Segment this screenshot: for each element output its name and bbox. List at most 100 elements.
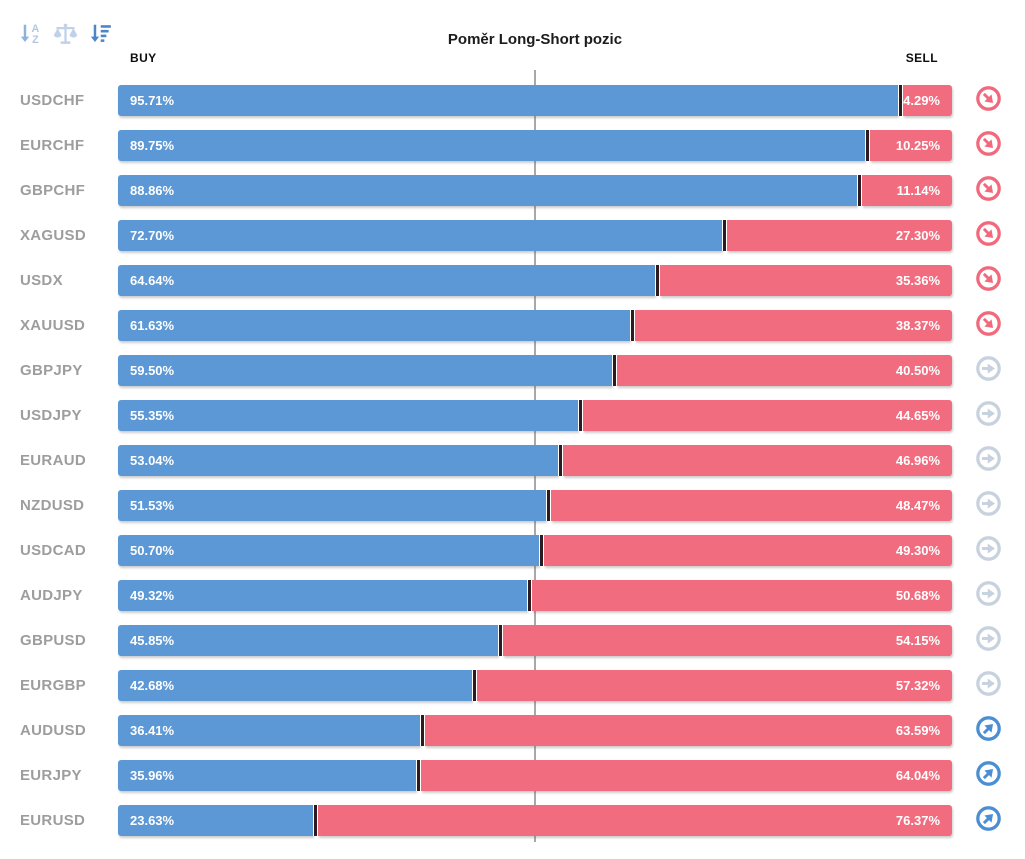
trend-icon-button[interactable] [952, 310, 1025, 342]
sort-alphabetical-icon: A Z [17, 20, 44, 50]
trend-icon-button[interactable] [952, 715, 1025, 747]
trend-icon-button[interactable] [952, 355, 1025, 387]
sell-bar-segment: 44.65% [582, 400, 952, 431]
ratio-bar[interactable]: 95.71% 4.29% [118, 85, 952, 116]
sort-amount-icon [87, 20, 114, 50]
table-row: USDJPY 55.35% 44.65% [0, 393, 1025, 438]
sell-percent-label: 46.96% [895, 453, 940, 468]
trend-up-icon [975, 760, 1002, 792]
ratio-bar[interactable]: 64.64% 35.36% [118, 265, 952, 296]
table-row: AUDUSD 36.41% 63.59% [0, 708, 1025, 753]
bar-divider [419, 715, 425, 746]
ratio-bar[interactable]: 45.85% 54.15% [118, 625, 952, 656]
ratio-bar[interactable]: 42.68% 57.32% [118, 670, 952, 701]
buy-percent-label: 53.04% [130, 453, 175, 468]
trend-down-icon [975, 310, 1002, 342]
trend-up-icon [975, 805, 1002, 837]
bar-divider [655, 265, 661, 296]
trend-icon-button[interactable] [952, 625, 1025, 657]
pair-label: USDX [20, 272, 63, 289]
buy-bar-segment: 72.70% [118, 220, 723, 251]
ratio-bar[interactable]: 72.70% 27.30% [118, 220, 952, 251]
trend-icon-button[interactable] [952, 670, 1025, 702]
pair-label: EURCHF [20, 137, 85, 154]
ratio-bar[interactable]: 35.96% 64.04% [118, 760, 952, 791]
sell-percent-label: 57.32% [895, 678, 940, 693]
bar-divider [558, 445, 564, 476]
trend-icon-button[interactable] [952, 490, 1025, 522]
pair-label: NZDUSD [20, 497, 85, 514]
ratio-bar[interactable]: 59.50% 40.50% [118, 355, 952, 386]
balance-sort-button[interactable] [51, 22, 79, 48]
sort-amount-button[interactable] [86, 22, 114, 48]
trend-icon-button[interactable] [952, 760, 1025, 792]
trend-up-icon [975, 715, 1002, 747]
trend-flat-icon [975, 670, 1002, 702]
buy-percent-label: 95.71% [130, 93, 175, 108]
pair-label: USDCHF [20, 92, 85, 109]
trend-icon-button[interactable] [952, 535, 1025, 567]
bar-divider [898, 85, 904, 116]
sort-alphabetical-button[interactable]: A Z [16, 22, 44, 48]
table-row: NZDUSD 51.53% 48.47% [0, 483, 1025, 528]
pair-label: GBPJPY [20, 362, 83, 379]
sell-percent-label: 4.29% [903, 93, 940, 108]
balance-scale-icon [52, 20, 79, 50]
svg-text:A: A [31, 23, 39, 35]
buy-bar-segment: 89.75% [118, 130, 865, 161]
trend-down-icon [975, 175, 1002, 207]
buy-bar-segment: 61.63% [118, 310, 630, 341]
trend-flat-icon [975, 535, 1002, 567]
svg-text:Z: Z [32, 34, 39, 46]
sell-percent-label: 76.37% [895, 813, 940, 828]
trend-icon-button[interactable] [952, 400, 1025, 432]
buy-bar-segment: 50.70% [118, 535, 539, 566]
trend-icon-button[interactable] [952, 220, 1025, 252]
trend-icon-button[interactable] [952, 580, 1025, 612]
pair-label: EURJPY [20, 767, 82, 784]
ratio-bar[interactable]: 61.63% 38.37% [118, 310, 952, 341]
sell-bar-segment: 46.96% [563, 445, 952, 476]
trend-flat-icon [975, 355, 1002, 387]
ratio-bar[interactable]: 23.63% 76.37% [118, 805, 952, 836]
pair-label: AUDJPY [20, 587, 83, 604]
sell-bar-segment: 57.32% [476, 670, 952, 701]
trend-icon-button[interactable] [952, 130, 1025, 162]
buy-bar-segment: 36.41% [118, 715, 420, 746]
bar-divider [471, 670, 477, 701]
trend-flat-icon [975, 400, 1002, 432]
ratio-bar[interactable]: 49.32% 50.68% [118, 580, 952, 611]
trend-icon-button[interactable] [952, 265, 1025, 297]
table-row: GBPJPY 59.50% 40.50% [0, 348, 1025, 393]
table-row: EURUSD 23.63% 76.37% [0, 798, 1025, 843]
table-row: EURAUD 53.04% 46.96% [0, 438, 1025, 483]
buy-percent-label: 88.86% [130, 183, 175, 198]
trend-flat-icon [975, 625, 1002, 657]
buy-percent-label: 61.63% [130, 318, 175, 333]
trend-icon-button[interactable] [952, 85, 1025, 117]
ratio-bar[interactable]: 88.86% 11.14% [118, 175, 952, 206]
bar-divider [313, 805, 319, 836]
trend-icon-button[interactable] [952, 445, 1025, 477]
bar-divider [545, 490, 551, 521]
ratio-bar[interactable]: 89.75% 10.25% [118, 130, 952, 161]
sell-percent-label: 49.30% [895, 543, 940, 558]
buy-bar-segment: 51.53% [118, 490, 546, 521]
bar-divider [629, 310, 635, 341]
buy-bar-segment: 55.35% [118, 400, 578, 431]
pair-label: EURAUD [20, 452, 86, 469]
sell-percent-label: 64.04% [895, 768, 940, 783]
buy-percent-label: 50.70% [130, 543, 175, 558]
ratio-bar[interactable]: 51.53% 48.47% [118, 490, 952, 521]
sell-percent-label: 50.68% [895, 588, 940, 603]
ratio-bar[interactable]: 55.35% 44.65% [118, 400, 952, 431]
ratio-bar[interactable]: 50.70% 49.30% [118, 535, 952, 566]
ratio-bar[interactable]: 53.04% 46.96% [118, 445, 952, 476]
ratio-bar[interactable]: 36.41% 63.59% [118, 715, 952, 746]
buy-bar-segment: 35.96% [118, 760, 416, 791]
trend-icon-button[interactable] [952, 175, 1025, 207]
pair-label: AUDUSD [20, 722, 86, 739]
trend-icon-button[interactable] [952, 805, 1025, 837]
table-row: GBPCHF 88.86% 11.14% [0, 168, 1025, 213]
bar-divider [864, 130, 870, 161]
